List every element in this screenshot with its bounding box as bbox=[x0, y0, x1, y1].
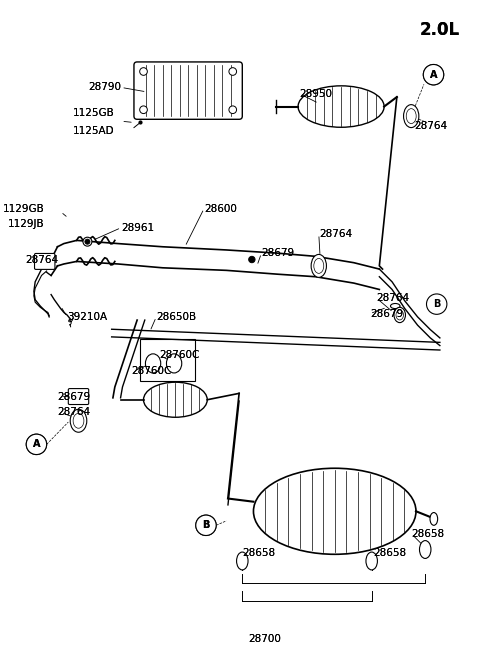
Circle shape bbox=[229, 68, 237, 75]
Text: B: B bbox=[202, 520, 210, 530]
Text: 28650B: 28650B bbox=[156, 312, 196, 322]
Text: 28764: 28764 bbox=[58, 407, 91, 417]
Circle shape bbox=[427, 294, 447, 314]
Text: 28658: 28658 bbox=[242, 548, 276, 558]
Text: 28679: 28679 bbox=[262, 248, 295, 258]
Text: 28764: 28764 bbox=[25, 255, 59, 265]
Text: B: B bbox=[433, 299, 440, 309]
FancyBboxPatch shape bbox=[68, 388, 89, 405]
Circle shape bbox=[140, 68, 147, 75]
Text: 28760C: 28760C bbox=[159, 350, 200, 360]
Text: 28760C: 28760C bbox=[131, 366, 171, 376]
Ellipse shape bbox=[253, 468, 416, 554]
Ellipse shape bbox=[298, 86, 384, 127]
Text: 28764: 28764 bbox=[376, 293, 409, 303]
Ellipse shape bbox=[394, 307, 406, 323]
Circle shape bbox=[140, 106, 147, 114]
Text: 28764: 28764 bbox=[25, 255, 59, 265]
Ellipse shape bbox=[420, 540, 431, 558]
Text: 39210A: 39210A bbox=[67, 312, 107, 322]
Text: 28950: 28950 bbox=[300, 89, 333, 99]
Circle shape bbox=[26, 434, 47, 454]
FancyBboxPatch shape bbox=[134, 62, 242, 120]
Ellipse shape bbox=[237, 552, 248, 570]
Ellipse shape bbox=[396, 310, 404, 320]
Ellipse shape bbox=[366, 552, 377, 570]
Ellipse shape bbox=[167, 354, 182, 373]
Circle shape bbox=[196, 515, 216, 536]
Text: 28961: 28961 bbox=[121, 222, 155, 233]
Text: 28764: 28764 bbox=[376, 293, 409, 303]
Text: A: A bbox=[33, 439, 40, 450]
Text: 28764: 28764 bbox=[58, 407, 91, 417]
Text: 28700: 28700 bbox=[248, 634, 281, 644]
Text: 28760C: 28760C bbox=[159, 350, 200, 360]
Circle shape bbox=[249, 256, 255, 263]
Ellipse shape bbox=[144, 382, 207, 417]
Text: A: A bbox=[430, 70, 437, 80]
Ellipse shape bbox=[73, 413, 84, 428]
Text: 28950: 28950 bbox=[300, 89, 333, 99]
Text: 28790: 28790 bbox=[88, 83, 121, 93]
Text: 39210A: 39210A bbox=[67, 312, 107, 322]
Text: 28679: 28679 bbox=[370, 308, 403, 319]
Text: 28658: 28658 bbox=[242, 548, 276, 558]
Circle shape bbox=[196, 515, 216, 536]
Text: 28700: 28700 bbox=[248, 634, 281, 644]
Text: A: A bbox=[33, 439, 40, 450]
Ellipse shape bbox=[70, 409, 87, 432]
Text: 28600: 28600 bbox=[204, 204, 237, 214]
Text: 1125AD: 1125AD bbox=[73, 126, 115, 136]
Text: 28600: 28600 bbox=[204, 204, 237, 214]
Ellipse shape bbox=[145, 354, 161, 373]
Text: 28658: 28658 bbox=[411, 529, 444, 538]
Text: 28961: 28961 bbox=[121, 222, 155, 233]
Text: 28679: 28679 bbox=[58, 392, 91, 402]
Text: 1125GB: 1125GB bbox=[73, 108, 115, 118]
Ellipse shape bbox=[406, 109, 416, 124]
Text: 28650B: 28650B bbox=[156, 312, 196, 322]
Text: B: B bbox=[202, 520, 210, 530]
Text: 28658: 28658 bbox=[373, 548, 406, 558]
Circle shape bbox=[26, 434, 47, 454]
Text: 28679: 28679 bbox=[262, 248, 295, 258]
Text: 28764: 28764 bbox=[319, 229, 352, 239]
Text: 28760C: 28760C bbox=[131, 366, 171, 376]
Text: 28764: 28764 bbox=[319, 229, 352, 239]
Text: 28764: 28764 bbox=[414, 121, 447, 130]
Circle shape bbox=[423, 65, 444, 85]
Bar bbox=[140, 339, 194, 380]
Text: 1125GB: 1125GB bbox=[73, 108, 115, 118]
Text: 28658: 28658 bbox=[373, 548, 406, 558]
Text: 28790: 28790 bbox=[88, 83, 121, 93]
Text: 2.0L: 2.0L bbox=[420, 21, 460, 38]
Text: 2.0L: 2.0L bbox=[420, 21, 460, 38]
Circle shape bbox=[423, 65, 444, 85]
Text: 1125AD: 1125AD bbox=[73, 126, 115, 136]
Ellipse shape bbox=[391, 304, 400, 308]
Ellipse shape bbox=[430, 513, 438, 526]
Ellipse shape bbox=[404, 105, 419, 128]
Circle shape bbox=[229, 106, 237, 114]
Circle shape bbox=[85, 239, 90, 244]
Ellipse shape bbox=[311, 255, 326, 278]
Text: 1129JB: 1129JB bbox=[8, 220, 45, 229]
FancyBboxPatch shape bbox=[35, 253, 55, 269]
Text: 28658: 28658 bbox=[411, 529, 444, 538]
Text: 1129GB: 1129GB bbox=[3, 204, 45, 214]
Ellipse shape bbox=[314, 259, 324, 274]
Text: 28764: 28764 bbox=[414, 121, 447, 130]
Text: 1129JB: 1129JB bbox=[8, 220, 45, 229]
Text: A: A bbox=[430, 70, 437, 80]
Text: 28679: 28679 bbox=[58, 392, 91, 402]
Text: 1129GB: 1129GB bbox=[3, 204, 45, 214]
Circle shape bbox=[83, 237, 92, 246]
Text: 28679: 28679 bbox=[370, 308, 403, 319]
